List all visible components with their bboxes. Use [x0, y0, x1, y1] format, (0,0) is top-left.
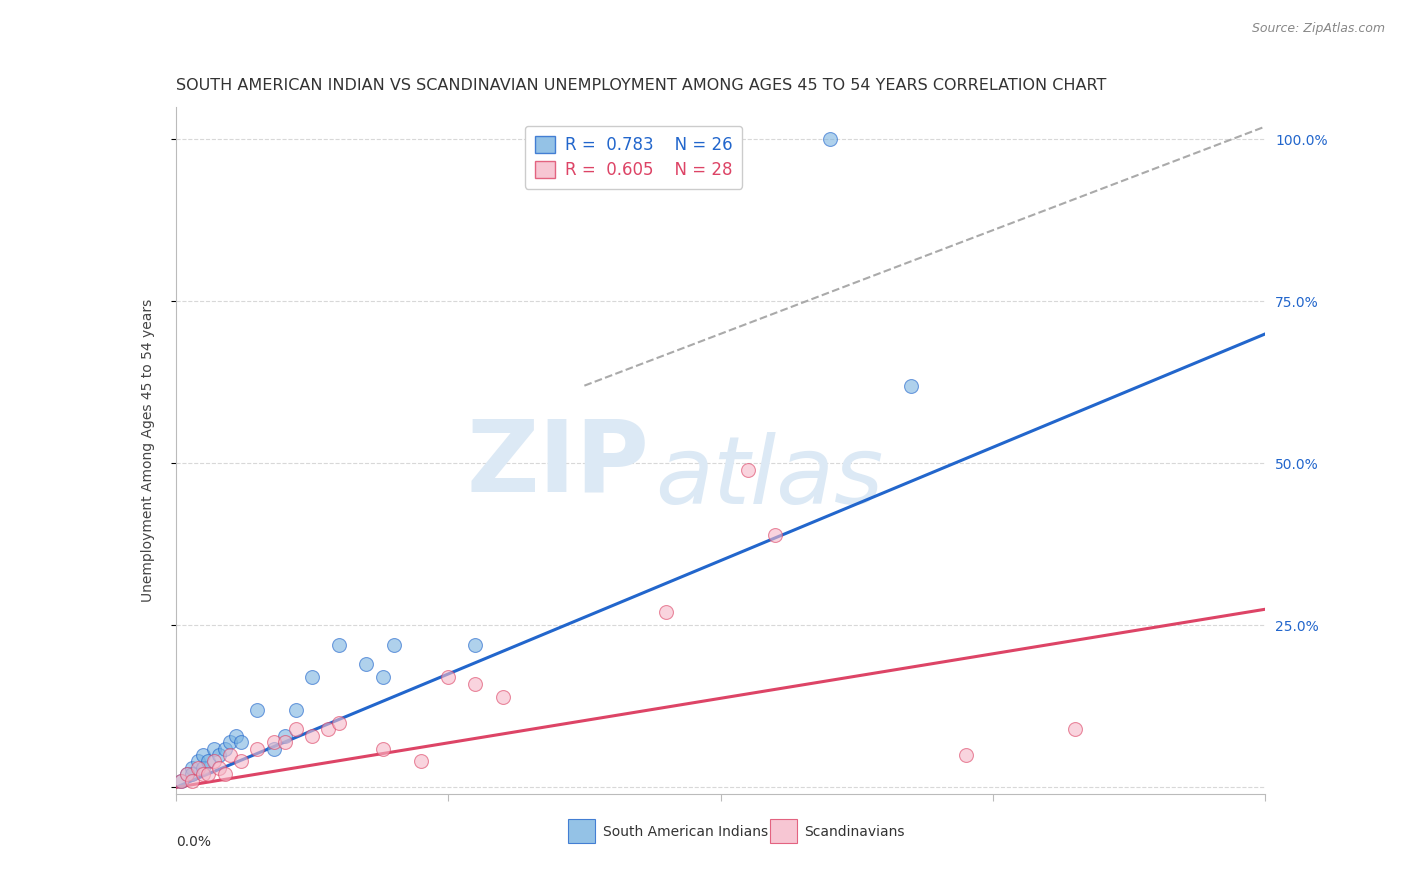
Point [214, 767, 236, 781]
Point [274, 735, 297, 749]
Point [170, 773, 193, 788]
Point [763, 527, 786, 541]
Point [197, 767, 219, 781]
Point [382, 638, 405, 652]
Point [246, 741, 269, 756]
Text: Scandinavians: Scandinavians [804, 825, 905, 838]
Point [202, 741, 225, 756]
Point [170, 773, 193, 788]
Point [1063, 722, 1085, 736]
Point [655, 606, 678, 620]
Point [409, 755, 432, 769]
Text: Source: ZipAtlas.com: Source: ZipAtlas.com [1251, 22, 1385, 36]
Point [191, 767, 214, 781]
Point [492, 690, 515, 704]
Point [202, 755, 225, 769]
Text: 0.0%: 0.0% [176, 835, 211, 849]
Point [176, 767, 198, 781]
Point [176, 767, 198, 781]
Point [371, 741, 394, 756]
Text: atlas: atlas [655, 433, 883, 524]
Point [219, 747, 242, 762]
Point [246, 703, 269, 717]
Legend: R =  0.783    N = 26, R =  0.605    N = 28: R = 0.783 N = 26, R = 0.605 N = 28 [524, 126, 742, 189]
Point [274, 729, 297, 743]
Point [737, 463, 759, 477]
Point [301, 729, 323, 743]
Point [231, 735, 253, 749]
Y-axis label: Unemployment Among Ages 45 to 54 years: Unemployment Among Ages 45 to 54 years [141, 299, 155, 602]
Point [197, 755, 219, 769]
Point [208, 761, 231, 775]
Point [191, 747, 214, 762]
Point [186, 761, 209, 775]
Point [464, 677, 486, 691]
Text: SOUTH AMERICAN INDIAN VS SCANDINAVIAN UNEMPLOYMENT AMONG AGES 45 TO 54 YEARS COR: SOUTH AMERICAN INDIAN VS SCANDINAVIAN UN… [176, 78, 1107, 94]
Point [318, 722, 340, 736]
Bar [769, 819, 797, 843]
Point [181, 761, 204, 775]
Point [186, 755, 209, 769]
Point [191, 761, 214, 775]
Point [225, 729, 247, 743]
Text: South American Indians: South American Indians [603, 825, 768, 838]
Point [214, 741, 236, 756]
Point [231, 755, 253, 769]
Point [284, 722, 307, 736]
Point [181, 767, 204, 781]
Point [328, 715, 350, 730]
Point [818, 132, 841, 146]
Point [208, 747, 231, 762]
Point [328, 638, 350, 652]
Point [219, 735, 242, 749]
Point [284, 703, 307, 717]
Point [301, 670, 323, 684]
Text: ZIP: ZIP [467, 416, 650, 513]
Bar [568, 819, 595, 843]
Point [464, 638, 486, 652]
Point [263, 735, 285, 749]
Point [437, 670, 460, 684]
Point [356, 657, 378, 672]
Point [263, 741, 285, 756]
Point [181, 773, 204, 788]
Point [955, 747, 977, 762]
Point [371, 670, 394, 684]
Point [900, 378, 922, 392]
